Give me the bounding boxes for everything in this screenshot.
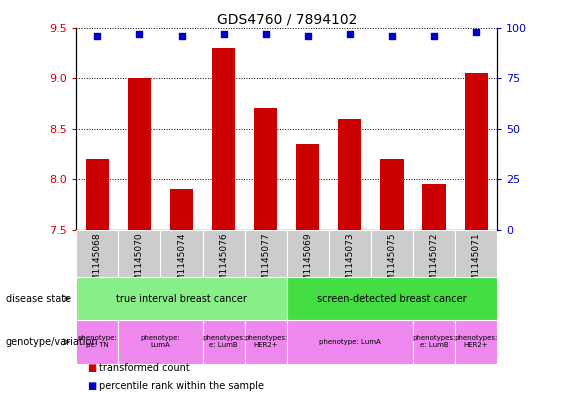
- Bar: [76, 230, 119, 277]
- Text: GSM1145068: GSM1145068: [93, 232, 102, 293]
- Text: GSM1145070: GSM1145070: [135, 232, 144, 293]
- Text: GSM1145074: GSM1145074: [177, 232, 186, 293]
- Bar: [455, 230, 497, 277]
- Text: GSM1145069: GSM1145069: [303, 232, 312, 293]
- Bar: [202, 230, 245, 277]
- Bar: [160, 230, 202, 277]
- Bar: [296, 144, 319, 230]
- Text: GSM1145073: GSM1145073: [345, 232, 354, 293]
- Text: phenotypes:
e: LumB: phenotypes: e: LumB: [202, 335, 245, 349]
- Text: GSM1145075: GSM1145075: [388, 232, 397, 293]
- Bar: [245, 320, 287, 364]
- Text: phenotypes:
HER2+: phenotypes: HER2+: [454, 335, 498, 349]
- Bar: [464, 73, 488, 230]
- Bar: [86, 159, 109, 230]
- Bar: [455, 320, 497, 364]
- Point: [177, 33, 186, 39]
- Bar: [371, 230, 413, 277]
- Text: phenotypes:
e: LumB: phenotypes: e: LumB: [412, 335, 456, 349]
- Text: phenotype: LumA: phenotype: LumA: [319, 339, 381, 345]
- Bar: [245, 230, 287, 277]
- Text: GSM1145072: GSM1145072: [429, 232, 438, 293]
- Text: phenotypes:
HER2+: phenotypes: HER2+: [244, 335, 288, 349]
- Bar: [329, 230, 371, 277]
- Text: ■: ■: [88, 381, 97, 391]
- Bar: [170, 189, 193, 230]
- Text: transformed count: transformed count: [99, 363, 190, 373]
- Text: screen-detected breast cancer: screen-detected breast cancer: [317, 294, 467, 304]
- Bar: [76, 277, 287, 320]
- Text: ■: ■: [88, 363, 97, 373]
- Bar: [423, 184, 446, 230]
- Point: [429, 33, 438, 39]
- Bar: [254, 108, 277, 230]
- Point: [388, 33, 397, 39]
- Bar: [76, 320, 119, 364]
- Bar: [128, 78, 151, 230]
- Bar: [202, 320, 245, 364]
- Text: GSM1145076: GSM1145076: [219, 232, 228, 293]
- Bar: [287, 230, 329, 277]
- Bar: [287, 320, 413, 364]
- Point: [219, 30, 228, 37]
- Point: [303, 33, 312, 39]
- Text: phenotype:
pe: TN: phenotype: pe: TN: [77, 335, 117, 349]
- Text: disease state: disease state: [6, 294, 71, 304]
- Point: [93, 33, 102, 39]
- Bar: [212, 48, 235, 230]
- Text: genotype/variation: genotype/variation: [6, 337, 98, 347]
- Title: GDS4760 / 7894102: GDS4760 / 7894102: [216, 12, 357, 26]
- Text: phenotype:
LumA: phenotype: LumA: [141, 335, 180, 349]
- Point: [261, 30, 270, 37]
- Point: [345, 30, 354, 37]
- Bar: [287, 277, 497, 320]
- Bar: [338, 119, 362, 230]
- Bar: [413, 320, 455, 364]
- Bar: [380, 159, 403, 230]
- Text: percentile rank within the sample: percentile rank within the sample: [99, 381, 264, 391]
- Bar: [413, 230, 455, 277]
- Text: GSM1145077: GSM1145077: [261, 232, 270, 293]
- Text: GSM1145071: GSM1145071: [472, 232, 481, 293]
- Point: [472, 28, 481, 35]
- Bar: [119, 230, 160, 277]
- Text: true interval breast cancer: true interval breast cancer: [116, 294, 247, 304]
- Bar: [119, 320, 202, 364]
- Point: [135, 30, 144, 37]
